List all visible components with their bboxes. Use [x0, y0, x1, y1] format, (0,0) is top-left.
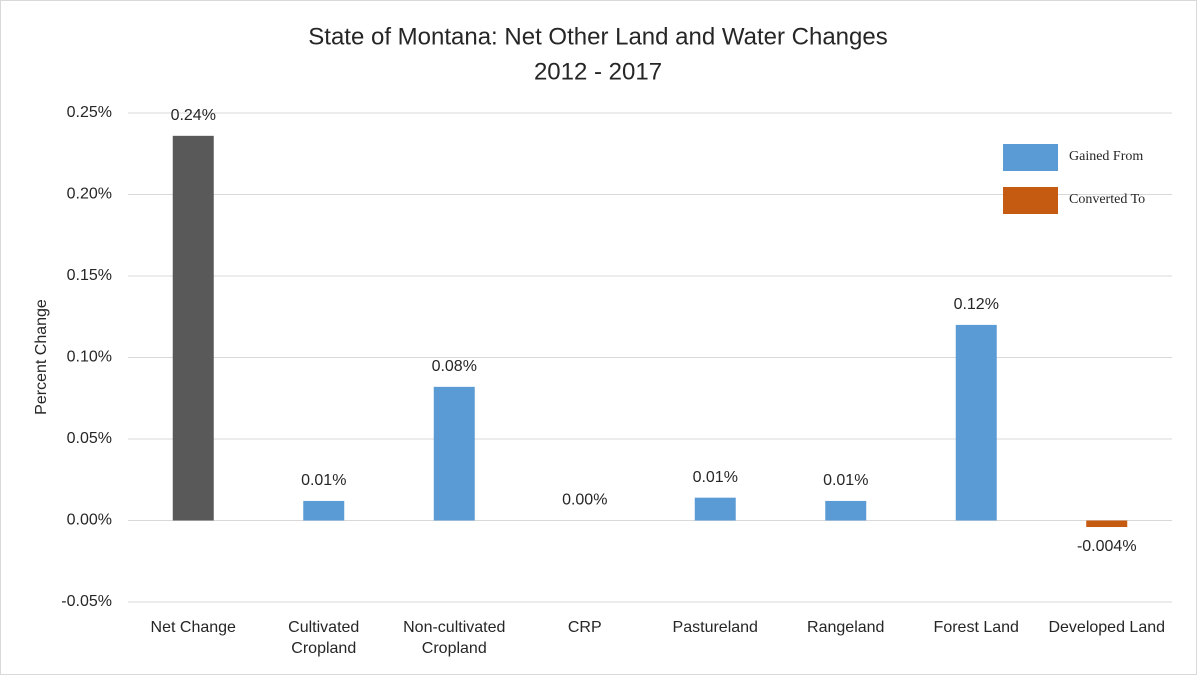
y-axis-label: Percent Change — [33, 299, 50, 415]
bar — [433, 386, 475, 521]
y-tick-label: -0.05% — [61, 593, 112, 610]
value-label: 0.12% — [954, 296, 999, 313]
chart-subtitle: 2012 - 2017 — [534, 58, 662, 85]
value-label: 0.00% — [562, 492, 607, 509]
value-label: 0.01% — [301, 472, 346, 489]
x-tick-label: Pastureland — [672, 619, 758, 636]
bar — [825, 500, 867, 521]
y-tick-label: 0.15% — [67, 267, 112, 284]
value-label: 0.08% — [432, 358, 477, 375]
y-tick-label: 0.05% — [67, 430, 112, 447]
y-tick-label: 0.00% — [67, 512, 112, 529]
x-tick-label: Developed Land — [1048, 619, 1166, 636]
x-tick-label: CRP — [567, 619, 602, 636]
bar — [694, 497, 736, 521]
x-tick-label: Net Change — [150, 619, 236, 636]
x-tick-label: Forest Land — [933, 619, 1019, 636]
value-label: 0.24% — [171, 107, 216, 124]
x-tick-label: Non-cultivated Cropland — [403, 619, 506, 657]
legend-swatch — [1003, 187, 1058, 214]
bar — [172, 135, 214, 521]
bar — [955, 324, 997, 521]
y-tick-label: 0.20% — [67, 186, 112, 203]
value-label: -0.004% — [1077, 538, 1137, 555]
legend-label: Gained From — [1069, 149, 1143, 164]
x-tick-label: Rangeland — [807, 619, 885, 636]
bar — [1086, 520, 1128, 528]
value-label: 0.01% — [823, 472, 868, 489]
y-tick-label: 0.10% — [67, 349, 112, 366]
chart-title: State of Montana: Net Other Land and Wat… — [308, 23, 887, 50]
bar — [303, 500, 345, 521]
legend-label: Converted To — [1069, 192, 1145, 207]
x-tick-label: Cultivated Cropland — [288, 619, 360, 657]
legend-swatch — [1003, 144, 1058, 171]
value-label: 0.01% — [693, 469, 738, 486]
y-tick-label: 0.25% — [67, 104, 112, 121]
